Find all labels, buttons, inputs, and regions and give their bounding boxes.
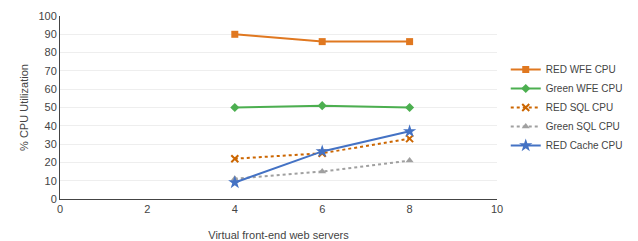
svg-text:100: 100: [38, 10, 56, 22]
svg-text:6: 6: [319, 203, 325, 215]
svg-text:40: 40: [45, 120, 57, 132]
svg-text:Green SQL CPU: Green SQL CPU: [546, 121, 620, 132]
svg-text:2: 2: [144, 203, 150, 215]
svg-text:70: 70: [45, 65, 57, 77]
svg-text:10: 10: [45, 175, 57, 187]
svg-text:RED SQL CPU: RED SQL CPU: [546, 102, 613, 113]
svg-text:90: 90: [45, 28, 57, 40]
svg-text:20: 20: [45, 156, 57, 168]
svg-text:80: 80: [45, 46, 57, 58]
svg-text:0: 0: [51, 193, 57, 205]
svg-text:50: 50: [45, 101, 57, 113]
svg-text:% CPU Utilization: % CPU Utilization: [18, 64, 30, 151]
svg-text:8: 8: [407, 203, 413, 215]
svg-text:60: 60: [45, 83, 57, 95]
svg-text:10: 10: [491, 203, 503, 215]
svg-text:Virtual front-end web servers: Virtual front-end web servers: [208, 229, 349, 241]
svg-text:Green WFE CPU: Green WFE CPU: [546, 83, 623, 94]
svg-text:0: 0: [57, 203, 63, 215]
svg-text:30: 30: [45, 138, 57, 150]
svg-text:RED WFE CPU: RED WFE CPU: [546, 64, 616, 75]
svg-text:RED Cache CPU: RED Cache CPU: [546, 140, 623, 151]
svg-text:4: 4: [232, 203, 238, 215]
